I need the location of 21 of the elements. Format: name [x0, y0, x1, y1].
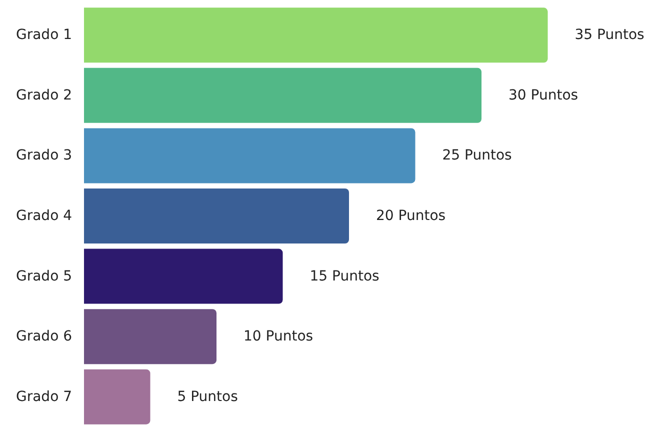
bar [84, 128, 416, 184]
data-label: 5 Puntos [177, 388, 238, 405]
y-tick-label: Grado 4 [16, 208, 72, 224]
y-tick-label: Grado 7 [16, 388, 72, 405]
bar [84, 309, 216, 364]
data-label: 20 Puntos [376, 208, 446, 224]
y-tick-label: Grado 3 [16, 148, 72, 164]
bar [84, 8, 548, 63]
data-label: 15 Puntos [310, 268, 380, 284]
bar [84, 369, 150, 424]
bar [84, 68, 482, 123]
bar [84, 188, 349, 244]
y-tick-label: Grado 6 [16, 328, 72, 345]
y-tick-label: Grado 2 [16, 87, 72, 104]
data-label: 10 Puntos [244, 328, 314, 345]
data-label: 35 Puntos [574, 27, 644, 44]
data-label: 25 Puntos [442, 148, 512, 164]
bar [84, 248, 283, 304]
data-label: 30 Puntos [508, 87, 578, 104]
y-tick-label: Grado 5 [16, 268, 72, 284]
y-tick-label: Grado 1 [16, 27, 72, 44]
